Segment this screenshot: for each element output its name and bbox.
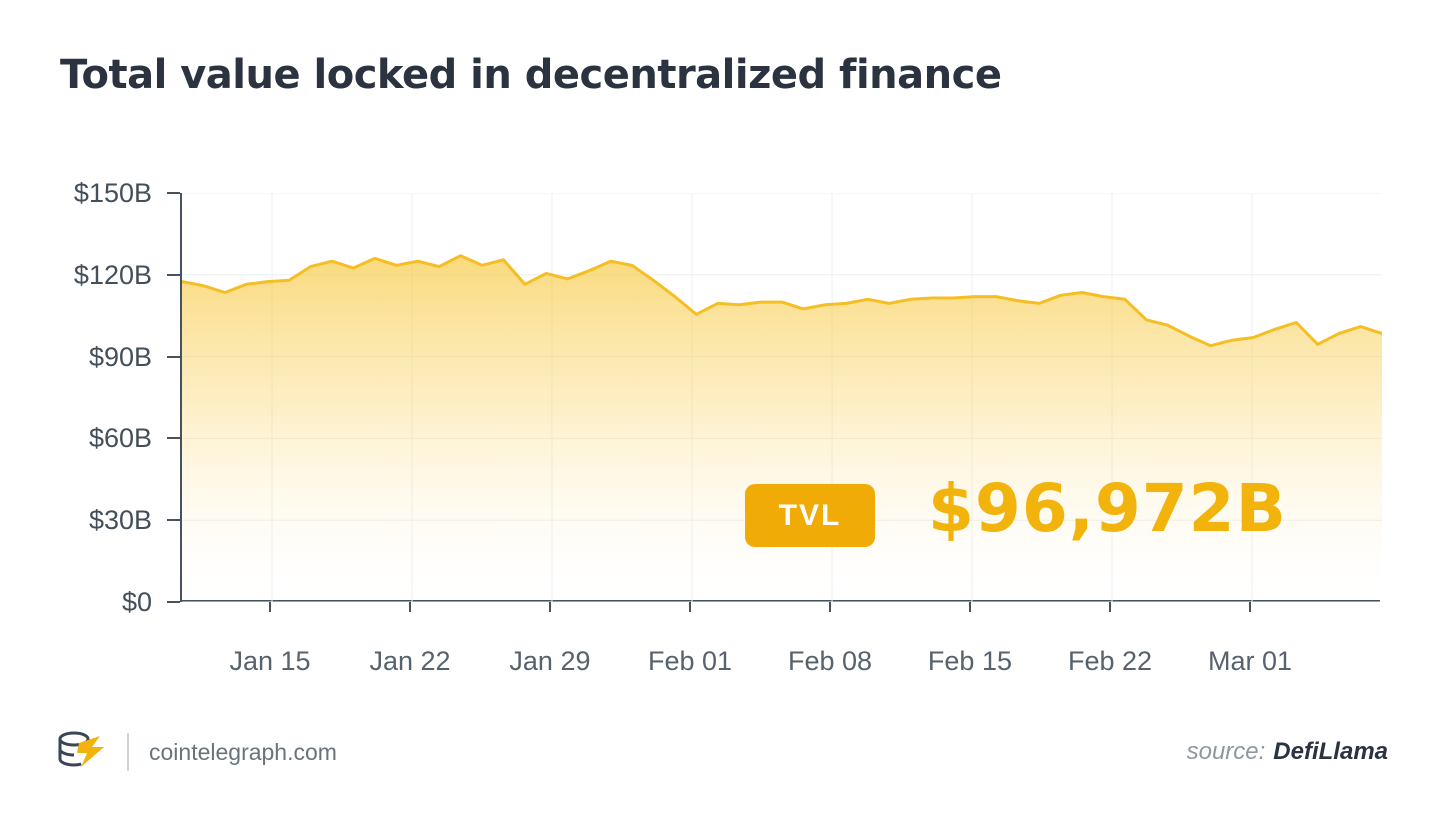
tvl-area-fill bbox=[182, 255, 1382, 602]
tvl-badge: TVL bbox=[745, 484, 875, 547]
x-axis-label: Mar 01 bbox=[1208, 646, 1293, 676]
tvl-area-chart bbox=[182, 193, 1382, 602]
y-axis-label: $120B bbox=[73, 259, 152, 290]
x-axis-label: Feb 22 bbox=[1067, 646, 1153, 676]
x-axis-tick bbox=[1249, 602, 1252, 612]
x-axis-label: Feb 15 bbox=[927, 646, 1012, 676]
y-axis-label: $150B bbox=[73, 178, 152, 208]
y-axis-label: $90B bbox=[88, 341, 152, 372]
y-axis-tick bbox=[167, 437, 180, 440]
y-axis-tick bbox=[167, 355, 180, 358]
x-axis-tick bbox=[548, 602, 551, 612]
source-label: source: bbox=[1186, 738, 1266, 765]
x-axis-tick bbox=[1109, 602, 1111, 612]
tvl-line bbox=[182, 254, 1382, 348]
tvl-value: $96,972B bbox=[928, 470, 1287, 547]
y-axis-tick bbox=[167, 192, 180, 194]
y-axis-label: $60B bbox=[88, 423, 152, 454]
x-axis-label: Feb 08 bbox=[788, 646, 873, 676]
x-axis-label: Jan 15 bbox=[229, 646, 311, 676]
x-axis-label: Feb 01 bbox=[647, 646, 733, 676]
source-value: DefiLlama bbox=[1273, 738, 1388, 765]
x-axis-tick bbox=[829, 602, 832, 612]
chart-title: Total value locked in decentralized fina… bbox=[60, 52, 1002, 98]
y-axis-tick bbox=[167, 601, 180, 603]
y-axis-tick bbox=[167, 273, 180, 276]
footer-divider bbox=[127, 733, 129, 771]
y-axis-tick bbox=[167, 519, 180, 522]
x-axis-tick bbox=[689, 602, 691, 612]
x-axis-tick bbox=[409, 602, 412, 612]
x-axis-tick bbox=[968, 602, 971, 612]
footer: cointelegraph.com bbox=[55, 724, 337, 780]
source-credit: source: DefiLlama bbox=[1187, 738, 1388, 766]
cointelegraph-logo bbox=[58, 731, 104, 767]
x-axis-tick bbox=[269, 602, 271, 612]
logo-bolt-icon bbox=[77, 736, 104, 767]
y-axis-label: $30B bbox=[88, 505, 152, 536]
x-axis-label: Jan 22 bbox=[369, 646, 451, 676]
plot-area bbox=[180, 193, 1382, 602]
site-name: cointelegraph.com bbox=[149, 738, 337, 765]
y-axis-label: $0 bbox=[121, 587, 152, 617]
x-axis-label: Jan 29 bbox=[509, 646, 591, 676]
